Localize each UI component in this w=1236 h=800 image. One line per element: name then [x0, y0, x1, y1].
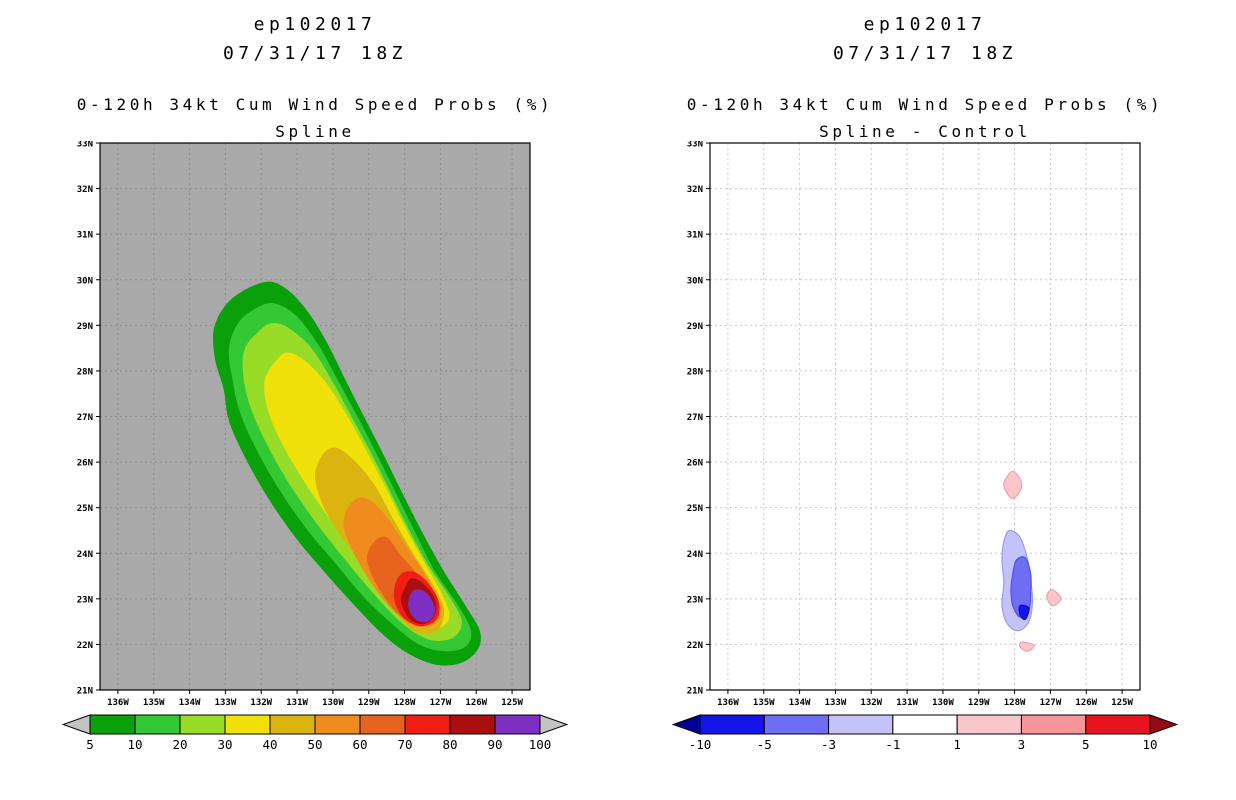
chart-variant: Spline: [275, 122, 355, 141]
svg-text:126W: 126W: [465, 698, 487, 708]
chart-variant: Spline - Control: [819, 122, 1031, 141]
storm-id: ep102017: [863, 14, 987, 35]
svg-text:70: 70: [397, 737, 412, 752]
svg-text:28N: 28N: [687, 367, 703, 377]
init-time: 07/31/17 18Z: [222, 43, 408, 64]
svg-text:32N: 32N: [77, 185, 93, 195]
svg-text:28N: 28N: [77, 367, 93, 377]
svg-text:128W: 128W: [1004, 698, 1026, 708]
svg-text:27N: 27N: [77, 413, 93, 423]
svg-text:60: 60: [352, 737, 367, 752]
svg-text:50: 50: [307, 737, 322, 752]
svg-text:40: 40: [262, 737, 277, 752]
svg-text:136W: 136W: [717, 698, 739, 708]
svg-text:25N: 25N: [687, 504, 703, 514]
panel-spline: ep102017 07/31/17 18Z 0-120h 34kt Cum Wi…: [35, 0, 595, 800]
init-time: 07/31/17 18Z: [832, 43, 1018, 64]
svg-text:125W: 125W: [501, 698, 523, 708]
svg-text:-3: -3: [821, 737, 836, 752]
panel-difference-titles: ep102017 07/31/17 18Z 0-120h 34kt Cum Wi…: [645, 10, 1205, 145]
svg-text:22N: 22N: [687, 641, 703, 651]
svg-text:129W: 129W: [358, 698, 380, 708]
svg-text:33N: 33N: [77, 141, 93, 150]
wind-probability-map: 136W 135W 134W 133W 132W 131W 130W 129W 128W 127W…: [77, 141, 531, 708]
difference-map: 136W 135W 134W 133W 132W 131W 130W 129W 128W 127W…: [687, 141, 1141, 708]
svg-text:125W: 125W: [1111, 698, 1133, 708]
svg-text:10: 10: [127, 737, 142, 752]
svg-text:32N: 32N: [687, 185, 703, 195]
svg-text:90: 90: [487, 737, 502, 752]
panel-spline-minus-control: ep102017 07/31/17 18Z 0-120h 34kt Cum Wi…: [645, 0, 1205, 800]
difference-colorbar: -10 -5 -3 -1 1 3 5 10: [672, 714, 1178, 752]
svg-text:130W: 130W: [932, 698, 954, 708]
svg-text:134W: 134W: [789, 698, 811, 708]
svg-text:131W: 131W: [286, 698, 308, 708]
chart-title: 0-120h 34kt Cum Wind Speed Probs (%): [686, 95, 1164, 114]
probability-colorbar: 5 10 20 30 40 50 60 70 80 90 100: [62, 714, 568, 752]
svg-text:133W: 133W: [215, 698, 237, 708]
svg-text:134W: 134W: [179, 698, 201, 708]
svg-text:127W: 127W: [1040, 698, 1062, 708]
svg-text:135W: 135W: [143, 698, 165, 708]
svg-text:135W: 135W: [753, 698, 775, 708]
svg-text:130W: 130W: [322, 698, 344, 708]
svg-text:24N: 24N: [77, 550, 93, 560]
svg-text:136W: 136W: [107, 698, 129, 708]
panel-spline-titles: ep102017 07/31/17 18Z 0-120h 34kt Cum Wi…: [35, 10, 595, 145]
chart-title: 0-120h 34kt Cum Wind Speed Probs (%): [76, 95, 554, 114]
svg-text:21N: 21N: [687, 687, 703, 697]
svg-text:24N: 24N: [687, 550, 703, 560]
svg-text:133W: 133W: [825, 698, 847, 708]
svg-text:27N: 27N: [687, 413, 703, 423]
svg-text:20: 20: [172, 737, 187, 752]
storm-id: ep102017: [253, 14, 377, 35]
svg-text:-5: -5: [757, 737, 772, 752]
svg-text:5: 5: [86, 737, 94, 752]
svg-text:31N: 31N: [77, 231, 93, 241]
title-gap: [35, 68, 595, 91]
svg-text:129W: 129W: [968, 698, 990, 708]
svg-text:132W: 132W: [250, 698, 272, 708]
svg-text:3: 3: [1018, 737, 1026, 752]
svg-text:5: 5: [1082, 737, 1090, 752]
svg-text:26N: 26N: [77, 459, 93, 469]
svg-text:30: 30: [217, 737, 232, 752]
svg-text:131W: 131W: [896, 698, 918, 708]
svg-text:127W: 127W: [430, 698, 452, 708]
svg-text:29N: 29N: [687, 322, 703, 332]
svg-text:132W: 132W: [860, 698, 882, 708]
title-gap: [645, 68, 1205, 91]
svg-text:10: 10: [1142, 737, 1157, 752]
svg-text:25N: 25N: [77, 504, 93, 514]
svg-text:23N: 23N: [687, 595, 703, 605]
svg-text:26N: 26N: [687, 459, 703, 469]
svg-text:1: 1: [953, 737, 961, 752]
svg-text:30N: 30N: [77, 276, 93, 286]
svg-text:80: 80: [442, 737, 457, 752]
svg-text:22N: 22N: [77, 641, 93, 651]
svg-text:21N: 21N: [77, 687, 93, 697]
svg-text:128W: 128W: [394, 698, 416, 708]
svg-text:126W: 126W: [1075, 698, 1097, 708]
svg-text:33N: 33N: [687, 141, 703, 150]
svg-text:23N: 23N: [77, 595, 93, 605]
svg-text:100: 100: [529, 737, 552, 752]
svg-text:-1: -1: [885, 737, 900, 752]
svg-text:29N: 29N: [77, 322, 93, 332]
svg-text:31N: 31N: [687, 231, 703, 241]
svg-text:-10: -10: [689, 737, 712, 752]
svg-text:30N: 30N: [687, 276, 703, 286]
